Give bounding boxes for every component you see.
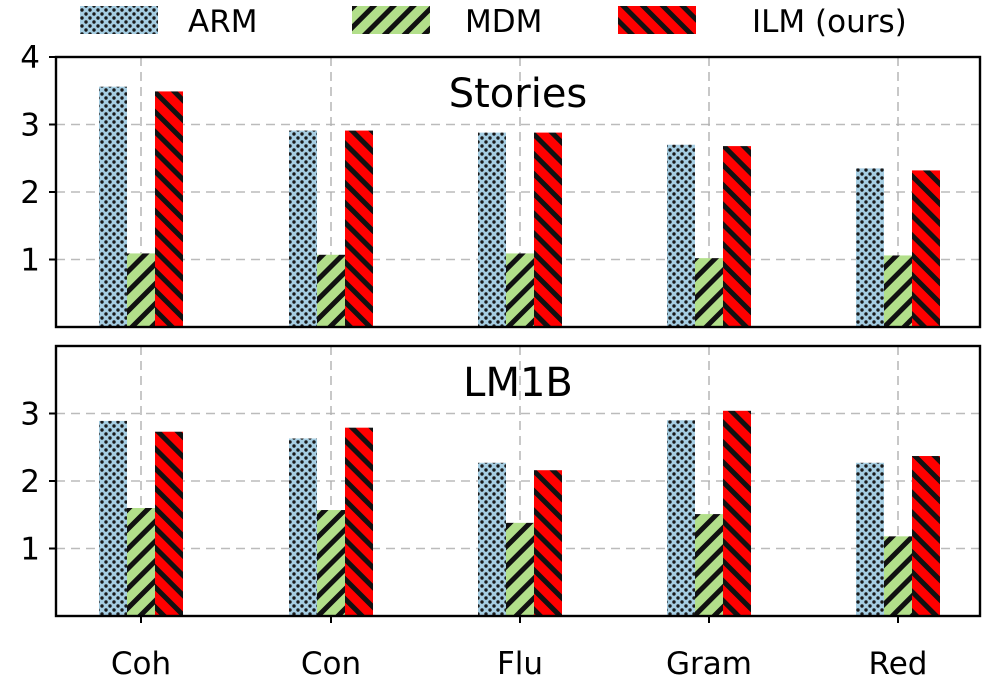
bar-stories-ilm-ours-con (345, 130, 373, 327)
x-axis-labels: Coh Con Flu Gram Red (111, 616, 928, 682)
y-tick-label-stories-4: 4 (20, 40, 40, 76)
legend-swatch-mdm (352, 6, 430, 34)
bar-lm1b-arm-flu (478, 462, 506, 616)
bar-lm1b-arm-con (289, 438, 317, 616)
bar-lm1b-ilm-ours-con (345, 427, 373, 616)
bar-lm1b-mdm-coh (127, 508, 155, 616)
bar-stories-arm-gram (667, 144, 695, 327)
y-tick-label-lm1b-3: 3 (20, 397, 40, 433)
chart-panels: 1 2 3 4 Stories 1 2 3 LM1B (20, 40, 982, 618)
bar-lm1b-mdm-flu (506, 522, 534, 616)
bar-stories-arm-red (856, 168, 884, 327)
x-tick-label-red: Red (869, 646, 928, 682)
bar-stories-ilm-ours-gram (723, 146, 751, 327)
bar-stories-ilm-ours-flu (534, 132, 562, 327)
legend-swatch-arm (80, 6, 158, 34)
legend-label-mdm: MDM (465, 4, 542, 40)
bar-lm1b-ilm-ours-coh (155, 431, 183, 616)
bar-lm1b-mdm-con (317, 510, 345, 616)
bar-stories-arm-flu (478, 132, 506, 327)
x-tick-label-coh: Coh (111, 646, 171, 682)
bar-stories-arm-con (289, 130, 317, 327)
bar-lm1b-arm-gram (667, 420, 695, 616)
bar-stories-ilm-ours-coh (155, 91, 183, 327)
legend: ARM MDM ILM (ours) (80, 4, 907, 40)
bar-lm1b-mdm-red (884, 536, 912, 616)
bar-lm1b-arm-coh (99, 420, 127, 616)
bar-stories-mdm-gram (695, 258, 723, 327)
bar-stories-mdm-flu (506, 253, 534, 327)
panel-title-lm1b: LM1B (463, 360, 573, 406)
y-tick-label-stories-2: 2 (20, 175, 40, 211)
x-tick-label-gram: Gram (666, 646, 752, 682)
panel-title-stories: Stories (449, 71, 588, 117)
legend-label-ilm-ours: ILM (ours) (752, 4, 907, 40)
bar-stories-ilm-ours-red (912, 170, 940, 327)
x-tick-label-flu: Flu (497, 646, 543, 682)
bar-lm1b-ilm-ours-gram (723, 410, 751, 616)
bar-lm1b-ilm-ours-flu (534, 470, 562, 616)
legend-label-arm: ARM (188, 4, 258, 40)
y-tick-label-lm1b-2: 2 (20, 464, 40, 500)
panel-lm1b: 1 2 3 LM1B (20, 344, 982, 618)
y-tick-label-lm1b-1: 1 (20, 532, 40, 568)
y-tick-label-stories-1: 1 (20, 243, 40, 279)
bar-lm1b-mdm-gram (695, 514, 723, 616)
bar-stories-mdm-con (317, 254, 345, 327)
legend-swatch-ilm-ours (618, 6, 696, 34)
bar-stories-mdm-coh (127, 253, 155, 327)
bar-lm1b-arm-red (856, 462, 884, 616)
bar-stories-mdm-red (884, 255, 912, 327)
y-tick-label-stories-3: 3 (20, 108, 40, 144)
x-tick-label-con: Con (301, 646, 361, 682)
bar-lm1b-ilm-ours-red (912, 456, 940, 616)
panel-stories: 1 2 3 4 Stories (20, 40, 982, 329)
bar-stories-arm-coh (99, 86, 127, 327)
